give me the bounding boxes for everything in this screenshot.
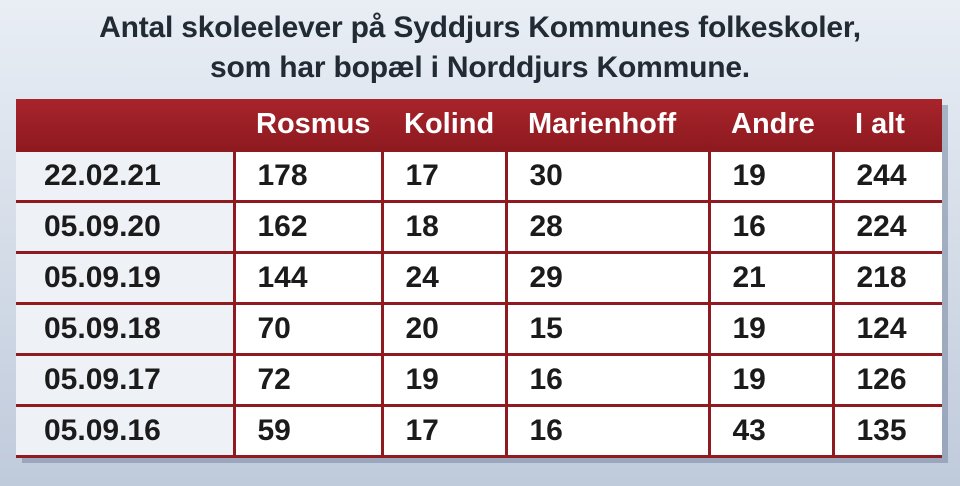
cell-marienhoff: 15 (504, 302, 709, 355)
cell-marienhoff: 16 (504, 353, 709, 406)
cell-rosmus: 72 (232, 353, 382, 406)
cell-i-alt: 135 (831, 404, 942, 458)
cell-rosmus: 144 (232, 251, 382, 304)
cell-rosmus: 70 (232, 302, 382, 355)
cell-kolind: 19 (380, 353, 506, 406)
table-row: 05.09.18 70 20 15 19 124 (16, 302, 942, 355)
cell-date: 22.02.21 (16, 149, 234, 202)
header-andre: Andre (709, 99, 833, 151)
cell-i-alt: 224 (831, 200, 942, 253)
header-rosmus: Rosmus (234, 99, 382, 151)
cell-marienhoff: 28 (504, 200, 709, 253)
student-count-table: Rosmus Kolind Marienhoff Andre I alt 22.… (16, 99, 942, 458)
cell-date: 05.09.16 (16, 404, 234, 458)
title-line-2: som har bopæl i Norddjurs Kommune. (210, 51, 750, 84)
cell-marienhoff: 16 (504, 404, 709, 458)
cell-kolind: 18 (380, 200, 506, 253)
cell-i-alt: 244 (831, 149, 942, 202)
cell-i-alt: 126 (831, 353, 942, 406)
header-row: Rosmus Kolind Marienhoff Andre I alt (16, 99, 942, 151)
cell-kolind: 20 (380, 302, 506, 355)
cell-andre: 19 (707, 302, 833, 355)
table-row: 05.09.17 72 19 16 19 126 (16, 353, 942, 406)
cell-andre: 21 (707, 251, 833, 304)
cell-andre: 19 (707, 149, 833, 202)
header-date (16, 99, 234, 151)
cell-andre: 19 (707, 353, 833, 406)
table-row: 05.09.19 144 24 29 21 218 (16, 251, 942, 304)
cell-kolind: 17 (380, 149, 506, 202)
cell-date: 05.09.20 (16, 200, 234, 253)
cell-rosmus: 178 (232, 149, 382, 202)
header-i-alt: I alt (833, 99, 942, 151)
cell-andre: 16 (707, 200, 833, 253)
table-row: 05.09.20 162 18 28 16 224 (16, 200, 942, 253)
cell-rosmus: 162 (232, 200, 382, 253)
cell-date: 05.09.19 (16, 251, 234, 304)
cell-marienhoff: 29 (504, 251, 709, 304)
header-kolind: Kolind (382, 99, 506, 151)
cell-i-alt: 218 (831, 251, 942, 304)
table-row: 05.09.16 59 17 16 43 135 (16, 404, 942, 458)
table-row: 22.02.21 178 17 30 19 244 (16, 149, 942, 202)
cell-marienhoff: 30 (504, 149, 709, 202)
cell-kolind: 24 (380, 251, 506, 304)
cell-andre: 43 (707, 404, 833, 458)
cell-i-alt: 124 (831, 302, 942, 355)
cell-date: 05.09.18 (16, 302, 234, 355)
cell-kolind: 17 (380, 404, 506, 458)
page-title: Antal skoleelever på Syddjurs Kommunes f… (0, 8, 960, 88)
data-table: Rosmus Kolind Marienhoff Andre I alt 22.… (16, 99, 942, 458)
cell-rosmus: 59 (232, 404, 382, 458)
header-marienhoff: Marienhoff (506, 99, 709, 151)
cell-date: 05.09.17 (16, 353, 234, 406)
title-line-1: Antal skoleelever på Syddjurs Kommunes f… (99, 11, 861, 44)
